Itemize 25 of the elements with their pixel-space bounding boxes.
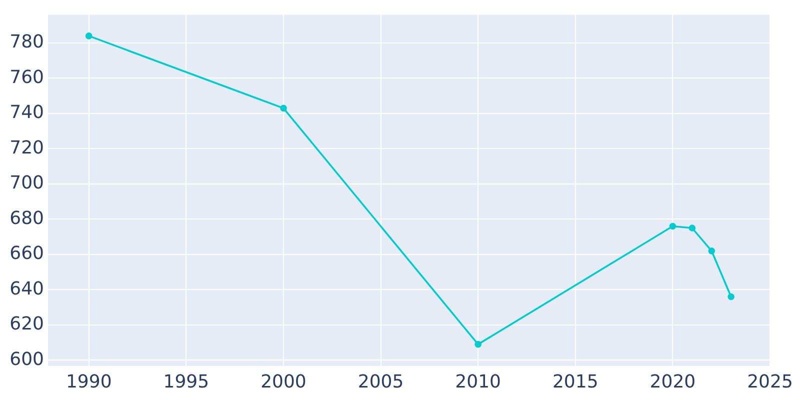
y-tick-label: 640 bbox=[10, 278, 44, 300]
y-tick-label: 700 bbox=[10, 172, 44, 194]
x-tick-label: 2015 bbox=[552, 371, 598, 392]
x-tick-label: 2010 bbox=[455, 371, 501, 392]
x-tick-label: 2020 bbox=[650, 371, 696, 392]
point bbox=[669, 222, 676, 230]
y-tick-label: 600 bbox=[10, 348, 44, 370]
y-tick-label: 680 bbox=[10, 208, 44, 229]
x-tick-label: 1990 bbox=[66, 371, 112, 392]
point bbox=[688, 224, 696, 232]
x-tick-label: 2005 bbox=[358, 371, 404, 392]
point bbox=[474, 340, 482, 348]
point bbox=[708, 248, 716, 254]
x-tick-label: 1995 bbox=[163, 371, 210, 392]
point bbox=[85, 32, 92, 40]
y-tick-label: 760 bbox=[10, 66, 44, 88]
y-tick-label: 620 bbox=[10, 314, 44, 335]
y-tick-label: 780 bbox=[10, 32, 44, 53]
x-tick-label: 2000 bbox=[260, 371, 306, 392]
x-tick-label: 2025 bbox=[747, 371, 793, 392]
y-tick-label: 740 bbox=[10, 102, 44, 124]
y-tick-label: 660 bbox=[10, 243, 44, 264]
y-tick-label: 720 bbox=[10, 137, 44, 158]
point bbox=[728, 293, 734, 300]
point bbox=[280, 104, 287, 112]
